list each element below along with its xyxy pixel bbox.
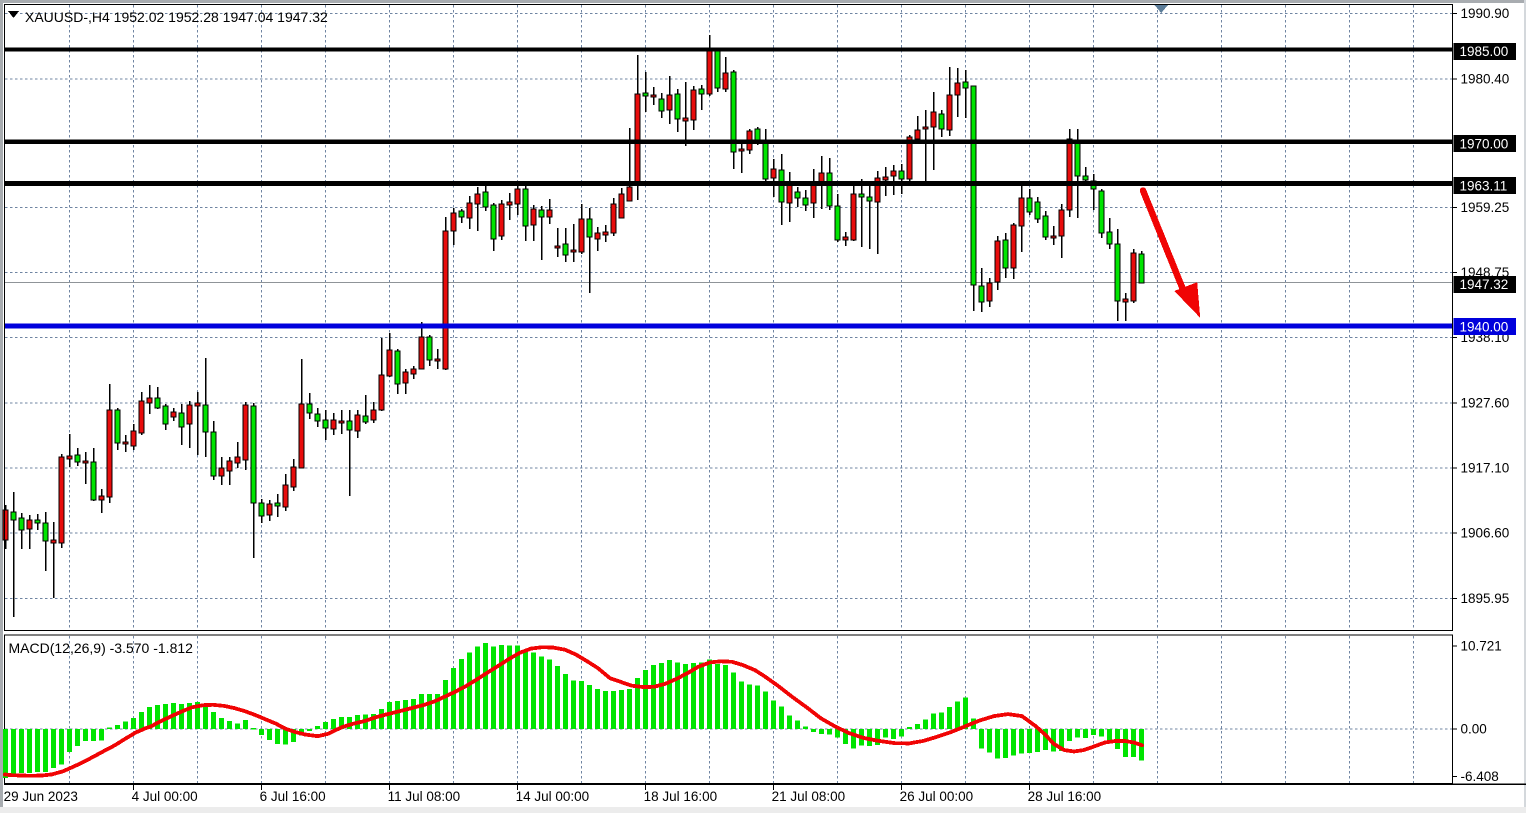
svg-text:26 Jul 00:00: 26 Jul 00:00 — [900, 789, 974, 804]
svg-text:21 Jul 08:00: 21 Jul 08:00 — [772, 789, 846, 804]
svg-text:1895.95: 1895.95 — [1461, 591, 1510, 606]
svg-text:XAUUSD-,H4 1952.02 1952.28 19: XAUUSD-,H4 1952.02 1952.28 1947.04 1947.… — [25, 9, 328, 25]
svg-text:14 Jul 00:00: 14 Jul 00:00 — [516, 789, 590, 804]
svg-text:6 Jul 16:00: 6 Jul 16:00 — [260, 789, 326, 804]
svg-text:0.00: 0.00 — [1461, 722, 1487, 737]
svg-text:1970.00: 1970.00 — [1460, 136, 1509, 151]
svg-text:1963.11: 1963.11 — [1460, 178, 1508, 193]
svg-text:1906.60: 1906.60 — [1461, 526, 1510, 541]
svg-text:1917.10: 1917.10 — [1461, 461, 1510, 476]
svg-text:-6.408: -6.408 — [1461, 769, 1499, 784]
svg-text:1940.00: 1940.00 — [1460, 319, 1509, 334]
svg-text:29 Jun 2023: 29 Jun 2023 — [4, 789, 78, 804]
svg-text:1947.32: 1947.32 — [1460, 277, 1509, 292]
svg-text:1959.25: 1959.25 — [1461, 200, 1510, 215]
svg-text:1927.60: 1927.60 — [1461, 396, 1510, 411]
svg-text:4 Jul 00:00: 4 Jul 00:00 — [132, 789, 198, 804]
svg-text:28 Jul 16:00: 28 Jul 16:00 — [1028, 789, 1102, 804]
svg-text:1980.40: 1980.40 — [1461, 72, 1510, 87]
svg-text:10.721: 10.721 — [1461, 639, 1502, 654]
svg-text:MACD(12,26,9) -3.570 -1.812: MACD(12,26,9) -3.570 -1.812 — [9, 640, 194, 656]
svg-text:1990.90: 1990.90 — [1461, 6, 1510, 21]
svg-text:1985.00: 1985.00 — [1460, 44, 1509, 59]
svg-text:18 Jul 16:00: 18 Jul 16:00 — [644, 789, 718, 804]
svg-text:11 Jul 08:00: 11 Jul 08:00 — [388, 789, 461, 804]
